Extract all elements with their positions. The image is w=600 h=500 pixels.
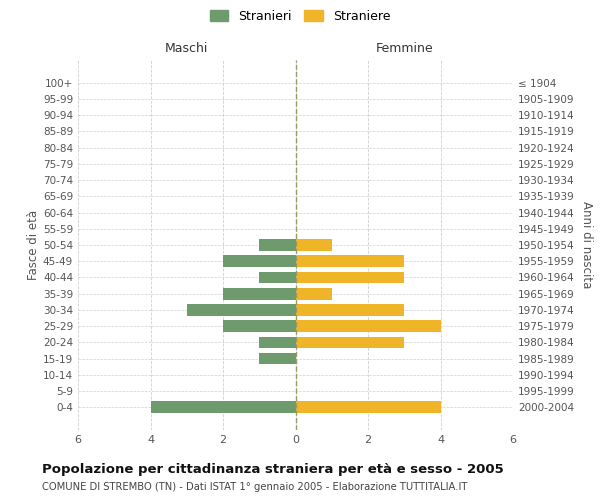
Y-axis label: Anni di nascita: Anni di nascita bbox=[580, 202, 593, 288]
Bar bbox=[259, 353, 296, 364]
Bar bbox=[296, 256, 404, 267]
Bar bbox=[296, 304, 404, 316]
Text: Popolazione per cittadinanza straniera per età e sesso - 2005: Popolazione per cittadinanza straniera p… bbox=[42, 462, 504, 475]
Bar bbox=[151, 402, 296, 413]
Bar bbox=[296, 402, 440, 413]
Text: COMUNE DI STREMBO (TN) - Dati ISTAT 1° gennaio 2005 - Elaborazione TUTTITALIA.IT: COMUNE DI STREMBO (TN) - Dati ISTAT 1° g… bbox=[42, 482, 467, 492]
Bar bbox=[296, 320, 440, 332]
Bar bbox=[223, 256, 296, 267]
Bar bbox=[187, 304, 296, 316]
Bar bbox=[259, 239, 296, 251]
Bar bbox=[296, 272, 404, 283]
Bar bbox=[223, 288, 296, 300]
Bar bbox=[296, 336, 404, 348]
Y-axis label: Fasce di età: Fasce di età bbox=[27, 210, 40, 280]
Bar bbox=[296, 239, 332, 251]
Bar bbox=[259, 272, 296, 283]
Legend: Stranieri, Straniere: Stranieri, Straniere bbox=[206, 6, 394, 26]
Bar bbox=[296, 288, 332, 300]
Bar bbox=[259, 336, 296, 348]
Bar bbox=[223, 320, 296, 332]
